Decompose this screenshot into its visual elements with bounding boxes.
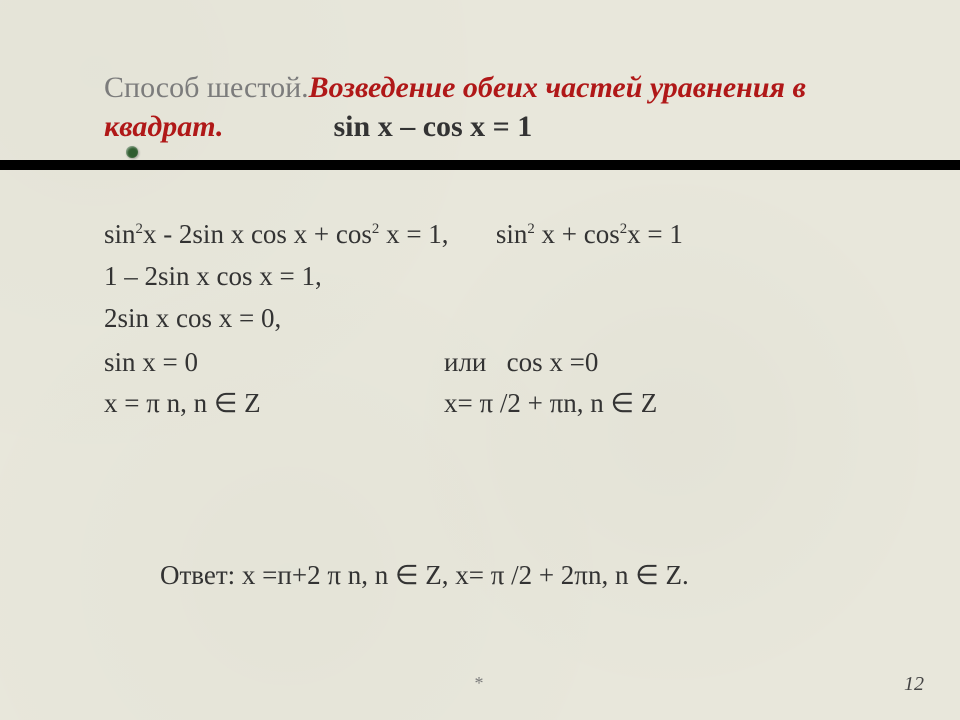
l1-a: sin: [104, 219, 136, 249]
right-eq-1: cos x =0: [507, 347, 599, 377]
content-block: sin2x - 2sin x cos x + cos2 x = 1, sin2 …: [104, 214, 904, 425]
l1-ident-sup1: 2: [527, 221, 534, 237]
l1-ident-b: x + cos: [535, 219, 620, 249]
l1-c: x = 1,: [379, 219, 448, 249]
title-equation: sin x – cos x = 1: [334, 107, 533, 146]
left-line-2: x = π n, n ∈ Z: [104, 383, 444, 425]
accent-bar: [0, 160, 960, 170]
slide: Способ шестой.Возведение обеих частей ур…: [0, 0, 960, 720]
l1-ident-a: sin: [496, 219, 528, 249]
line-3: 2sin x cos x = 0,: [104, 298, 904, 340]
right-line-1: или cos x =0: [444, 342, 904, 384]
footer-mark: *: [475, 673, 486, 694]
left-line-1: sin x = 0: [104, 342, 444, 384]
col-left: sin x = 0 x = π n, n ∈ Z: [104, 342, 444, 426]
two-column: sin x = 0 x = π n, n ∈ Z или cos x =0 x=…: [104, 342, 904, 426]
l1-b: x - 2sin x cos x + cos: [143, 219, 372, 249]
right-or: или: [444, 347, 486, 377]
accent-dot-icon: [126, 146, 138, 158]
title-block: Способ шестой.Возведение обеих частей ур…: [104, 68, 894, 146]
line-2: 1 – 2sin x cos x = 1,: [104, 256, 904, 298]
right-line-2: x= π /2 + πn, n ∈ Z: [444, 383, 904, 425]
page-number: 12: [904, 673, 924, 696]
l1-sup1: 2: [136, 221, 143, 237]
line-1: sin2x - 2sin x cos x + cos2 x = 1, sin2 …: [104, 214, 904, 256]
col-right: или cos x =0 x= π /2 + πn, n ∈ Z: [444, 342, 904, 426]
answer-line: Ответ: x =п+2 π n, n ∈ Z, x= π /2 + 2πn,…: [160, 560, 689, 591]
title-prefix: Способ шестой.: [104, 71, 309, 104]
l1-ident-c: x = 1: [627, 219, 683, 249]
